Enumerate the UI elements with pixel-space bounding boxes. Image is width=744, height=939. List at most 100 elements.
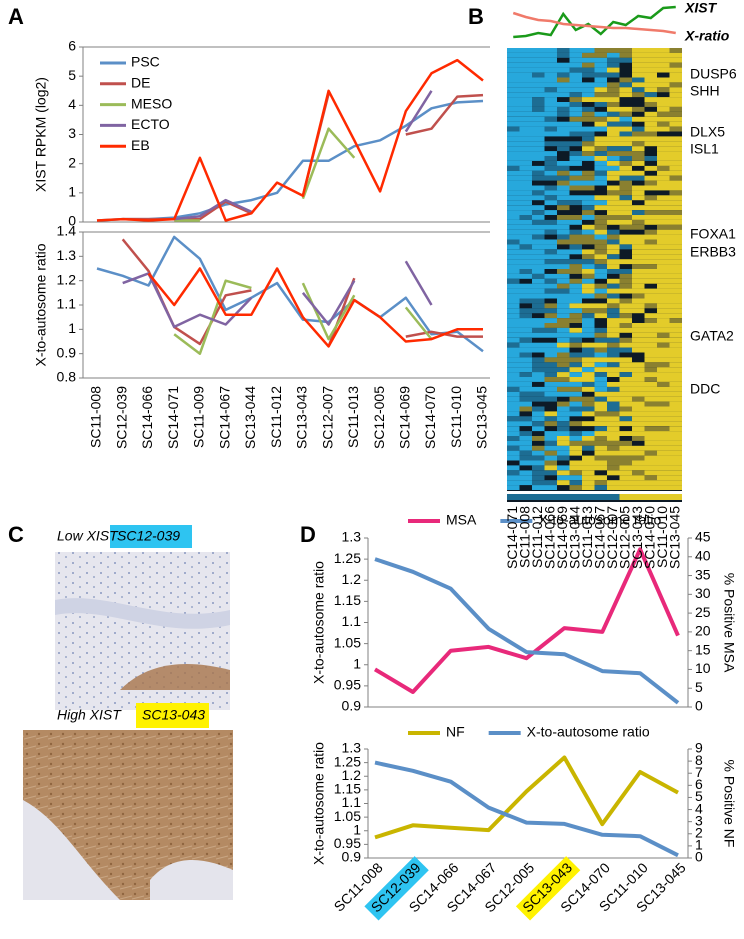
- heatmap-cell: [532, 52, 545, 58]
- heatmap-cell: [519, 67, 532, 73]
- heatmap-cell: [644, 347, 657, 353]
- heatmap-cell: [532, 116, 545, 122]
- tissue-layer: [120, 664, 230, 690]
- heatmap-cell: [594, 293, 607, 299]
- heatmap-cell: [582, 52, 595, 58]
- heatmap-cell: [557, 386, 570, 392]
- heatmap-cell: [582, 48, 595, 53]
- heatmap-cell: [519, 97, 532, 102]
- column-label: SC11-008: [516, 506, 532, 568]
- heatmap-cell: [607, 278, 620, 284]
- heatmap-cell: [557, 62, 570, 68]
- heatmap-cell: [519, 219, 532, 225]
- heatmap-cell: [607, 460, 620, 466]
- heatmap-cell: [519, 445, 532, 451]
- heatmap-cell: [532, 141, 545, 147]
- heatmap-cell: [669, 460, 682, 466]
- heatmap-cell: [532, 249, 545, 255]
- y-tick-label: 1.3: [342, 740, 362, 756]
- heatmap-cell: [557, 416, 570, 422]
- heatmap-cell: [644, 273, 657, 279]
- heatmap-cell: [569, 180, 582, 186]
- x-tick-group: SC11-009: [191, 386, 207, 448]
- heatmap-cell: [557, 357, 570, 363]
- heatmap-cell: [507, 313, 520, 319]
- heatmap-cell: [557, 121, 570, 127]
- heatmap-cell: [582, 273, 595, 279]
- heatmap-cell: [507, 156, 520, 161]
- heatmap-cell: [594, 416, 607, 422]
- heatmap-cell: [532, 72, 545, 78]
- heatmap-cell: [507, 396, 520, 402]
- heatmap-cell: [607, 121, 620, 127]
- heatmap-cell: [619, 391, 632, 397]
- heatmap-cell: [669, 121, 682, 127]
- heatmap-cell: [544, 151, 557, 156]
- heatmap-cell: [582, 396, 595, 402]
- heatmap-cell: [519, 269, 532, 274]
- heatmap-cell: [607, 465, 620, 471]
- heatmap-cell: [607, 146, 620, 152]
- heatmap-cell: [669, 342, 682, 348]
- heatmap-cell: [644, 77, 657, 83]
- heatmap-cell: [619, 440, 632, 446]
- heatmap-cell: [519, 264, 532, 269]
- heatmap-cell: [632, 161, 645, 166]
- heatmap-cell: [507, 264, 520, 269]
- heatmap-cell: [619, 151, 632, 156]
- heatmap-cell: [557, 82, 570, 88]
- heatmap-cell: [657, 480, 670, 486]
- x-tick-group: SC13-043: [294, 386, 310, 449]
- heatmap-cell: [557, 470, 570, 476]
- heatmap-cell: [569, 303, 582, 309]
- heatmap-cell: [507, 72, 520, 78]
- y-tick-label: 0.9: [342, 849, 362, 865]
- heatmap-cell: [607, 485, 620, 490]
- heatmap-cell: [669, 278, 682, 284]
- x-tick-label: SC11-012: [268, 386, 284, 448]
- heatmap-cell: [532, 97, 545, 102]
- heatmap-cell: [632, 126, 645, 132]
- heatmap-cell: [532, 386, 545, 392]
- y-tick-label: 1.1: [57, 296, 77, 312]
- heatmap-cell: [507, 426, 520, 432]
- heatmap-cell: [657, 102, 670, 107]
- heatmap-cell: [569, 470, 582, 476]
- heatmap-cell: [507, 269, 520, 274]
- heatmap-cell: [557, 273, 570, 279]
- heatmap-cell: [532, 327, 545, 333]
- heatmap-cell: [582, 175, 595, 181]
- heatmap-cell: [619, 131, 632, 137]
- heatmap-cell: [544, 386, 557, 392]
- heatmap-cell: [644, 254, 657, 260]
- heatmap-cell: [557, 239, 570, 245]
- tissue-layer: [55, 598, 230, 629]
- heatmap-cell: [519, 396, 532, 402]
- heatmap-cell: [532, 62, 545, 68]
- heatmap-cell: [594, 87, 607, 93]
- heatmap-cell: [644, 396, 657, 402]
- heatmap-cell: [644, 480, 657, 486]
- heatmap-cell: [544, 303, 557, 309]
- heatmap-cell: [569, 62, 582, 68]
- heatmap-cell: [657, 293, 670, 299]
- heatmap-cell: [507, 455, 520, 461]
- heatmap-cell: [657, 210, 670, 215]
- heatmap-cell: [557, 72, 570, 78]
- heatmap-cell: [632, 288, 645, 294]
- heatmap-cell: [519, 337, 532, 343]
- heatmap-cell: [557, 401, 570, 407]
- heatmap-cell: [544, 141, 557, 147]
- heatmap-cell: [657, 111, 670, 117]
- heatmap-cell: [619, 318, 632, 323]
- heatmap-cell: [619, 92, 632, 98]
- heatmap-cell: [594, 92, 607, 98]
- y-tick-label: 1: [353, 821, 361, 837]
- heatmap-cell: [619, 87, 632, 93]
- x-tick-group: SC14-066: [139, 386, 155, 449]
- heatmap-cell: [544, 372, 557, 377]
- heatmap-cell: [507, 111, 520, 117]
- heatmap-cell: [644, 278, 657, 284]
- heatmap-cell: [569, 298, 582, 304]
- heatmap-cell: [519, 332, 532, 338]
